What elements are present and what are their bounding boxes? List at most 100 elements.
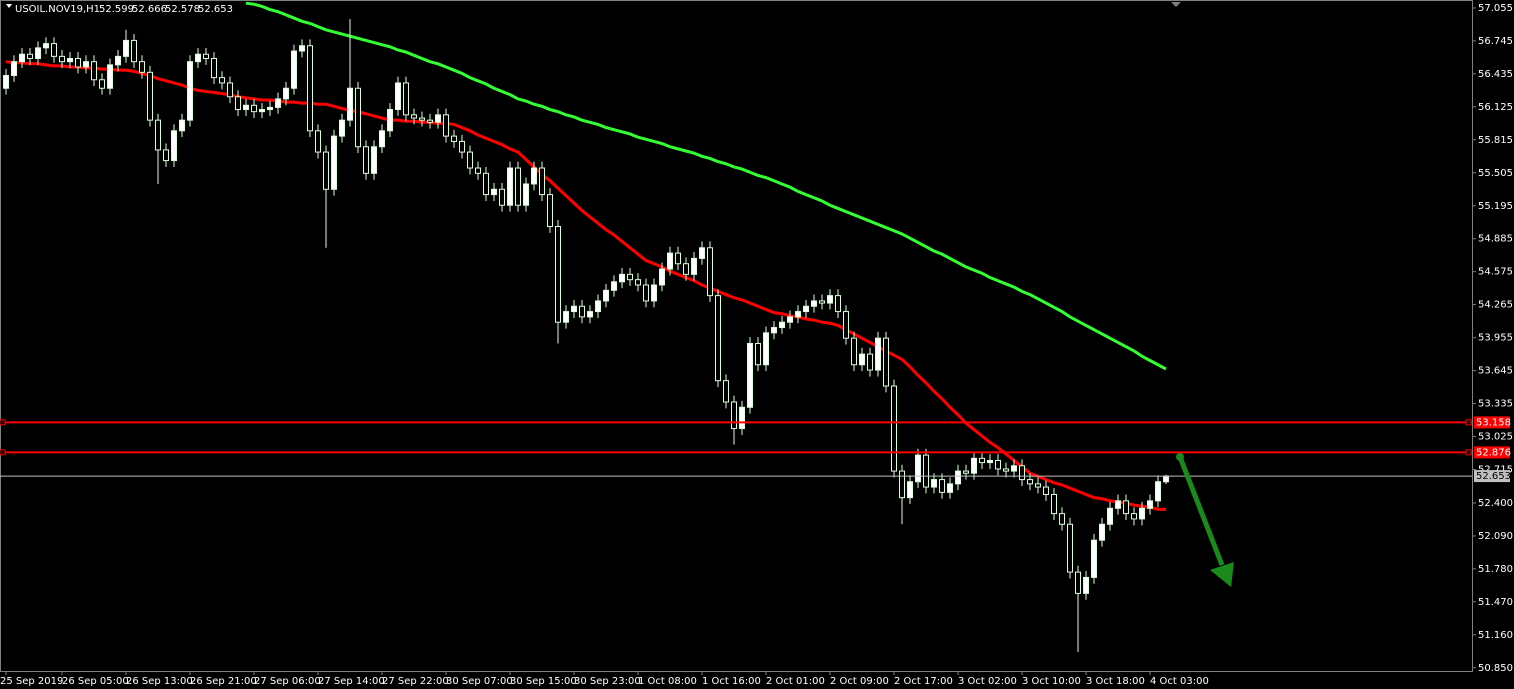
header-icon (6, 4, 12, 8)
candle-body (523, 183, 529, 206)
x-tick-label: 3 Oct 10:00 (1022, 676, 1081, 687)
candle-body (635, 279, 641, 286)
candle-body (979, 457, 985, 464)
y-tick-label: 54.575 (1478, 267, 1513, 278)
candle-body (1083, 576, 1089, 594)
level-anchor (0, 419, 6, 426)
candle-body (787, 316, 793, 323)
candle-body (899, 470, 905, 499)
x-tick-label: 26 Sep 05:00 (62, 676, 129, 687)
candle-body (675, 252, 681, 265)
level-anchor (1465, 419, 1472, 426)
x-tick-label: 1 Oct 16:00 (702, 676, 761, 687)
x-tick-label: 30 Sep 07:00 (446, 676, 513, 687)
candle-body (667, 252, 673, 270)
candle-body (299, 45, 305, 52)
y-tick-label: 56.745 (1478, 36, 1513, 47)
candle-body (51, 43, 57, 57)
candle-body (859, 353, 865, 366)
candle-body (491, 188, 497, 196)
candle-body (515, 167, 521, 206)
candle-body (1163, 475, 1169, 483)
y-tick-label: 53.335 (1478, 399, 1513, 410)
candle-body (1019, 465, 1025, 481)
y-tick-label: 55.815 (1478, 135, 1513, 146)
candle-body (1115, 500, 1121, 509)
candle-body (259, 109, 265, 113)
candle-body (739, 406, 745, 430)
level-label-box (1474, 446, 1510, 459)
x-tick-label: 30 Sep 23:00 (574, 676, 641, 687)
candle-body (715, 295, 721, 382)
x-tick-label: 3 Oct 02:00 (958, 676, 1017, 687)
x-tick-label: 1 Oct 08:00 (638, 676, 697, 687)
candle-body (507, 167, 513, 206)
candle-body (619, 273, 625, 283)
header-low: 52.578 (165, 4, 200, 15)
candle-body (1147, 500, 1153, 509)
level-label-box (1474, 416, 1510, 429)
candle-body (1003, 468, 1009, 472)
candle-body (1067, 523, 1073, 573)
x-tick-label: 2 Oct 17:00 (894, 676, 953, 687)
candle-body (587, 311, 593, 318)
candle-body (443, 114, 449, 137)
candle-body (83, 61, 89, 68)
candle-body (1059, 513, 1065, 525)
candle-body (707, 247, 713, 297)
candle-body (387, 109, 393, 132)
candle-body (1051, 493, 1057, 515)
candle-body (75, 57, 81, 68)
candle-body (155, 119, 161, 151)
candle-body (603, 289, 609, 302)
y-tick-label: 53.645 (1478, 366, 1513, 377)
candle-body (531, 167, 537, 185)
candle-body (923, 454, 929, 488)
candle-body (211, 57, 217, 79)
candle-body (459, 140, 465, 153)
candle-body (43, 43, 49, 49)
candle-body (179, 119, 185, 132)
x-tick-label: 26 Sep 13:00 (126, 676, 193, 687)
y-tick-label: 54.885 (1478, 234, 1513, 245)
symbol-title: USOIL.NOV19,H1 (15, 4, 100, 15)
candle-body (539, 167, 545, 196)
candle-body (971, 457, 977, 474)
candle-body (379, 130, 385, 148)
candle-body (747, 342, 753, 408)
candle-body (691, 257, 697, 275)
candle-body (795, 311, 801, 318)
candle-body (243, 104, 249, 111)
candle-body (811, 300, 817, 307)
candle-body (699, 247, 705, 259)
candle-body (315, 130, 321, 153)
candle-body (931, 479, 937, 488)
y-tick-label: 52.090 (1478, 531, 1513, 542)
candle-body (267, 106, 273, 111)
level-label-box (1474, 470, 1510, 483)
candle-body (59, 55, 65, 63)
candle-body (19, 53, 25, 63)
candle-body (123, 39, 129, 57)
y-tick-label: 53.955 (1478, 333, 1513, 344)
candle-body (659, 268, 665, 286)
x-tick-label: 27 Sep 06:00 (254, 676, 321, 687)
candle-body (1107, 507, 1113, 525)
candle-body (731, 401, 737, 430)
candle-body (595, 300, 601, 313)
candle-body (171, 130, 177, 162)
x-tick-label: 3 Oct 18:00 (1086, 676, 1145, 687)
plot-frame (0, 0, 1473, 672)
candle-body (27, 53, 33, 59)
candle-body (1123, 500, 1129, 515)
candle-body (571, 305, 577, 313)
candle-body (419, 117, 425, 121)
shift-marker (1171, 2, 1181, 7)
candle-body (627, 273, 633, 281)
candle-body (331, 135, 337, 190)
y-tick-label: 56.125 (1478, 102, 1513, 113)
candle-body (11, 61, 17, 77)
x-tick-label: 26 Sep 21:00 (190, 676, 257, 687)
plot-area (0, 1, 1472, 652)
